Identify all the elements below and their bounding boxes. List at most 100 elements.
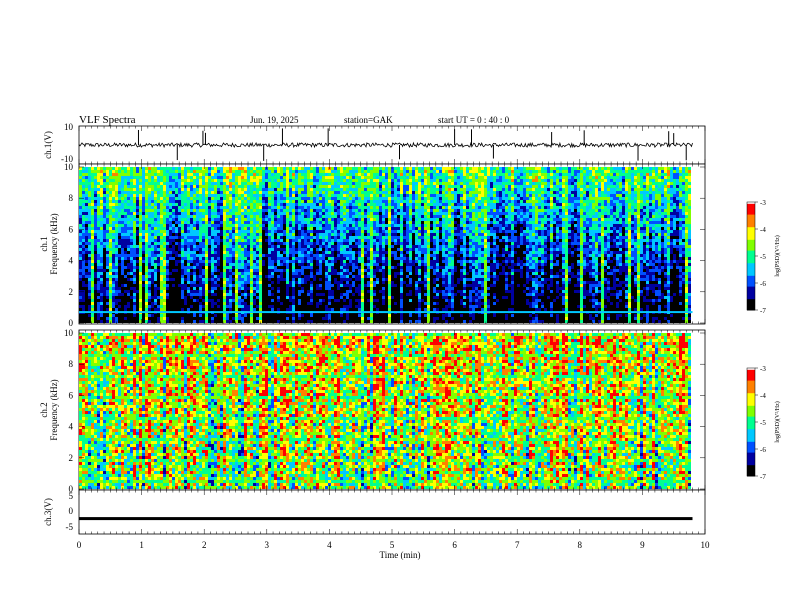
spectrogram-cell [364, 215, 367, 218]
spectrogram-cell [292, 206, 295, 209]
spectrogram-cell [412, 209, 415, 212]
spectrogram-cell [355, 170, 358, 173]
spectrogram-cell [613, 179, 616, 182]
spectrogram-cell [322, 179, 325, 182]
spectrogram-cell [193, 167, 196, 170]
spectrogram-cell [343, 212, 346, 215]
spectrogram-cell [586, 224, 589, 227]
spectrogram-cell [421, 230, 424, 233]
spectrogram-cell [511, 209, 514, 212]
spectrogram-cell [457, 206, 460, 209]
spectrogram-cell [457, 233, 460, 236]
spectrogram-cell [367, 212, 370, 215]
spectrogram-cell [580, 203, 583, 206]
spectrogram-cell [436, 188, 439, 191]
spectrogram-cell [535, 170, 538, 173]
spectrogram-cell [544, 215, 547, 218]
spectrogram-cell [436, 209, 439, 212]
spectrogram-cell [262, 203, 265, 206]
spectrogram-cell [394, 176, 397, 179]
spectrogram-cell [187, 203, 190, 206]
spectrogram-cell [388, 215, 391, 218]
spectrogram-cell [304, 200, 307, 203]
spectrogram-cell [679, 185, 682, 188]
spectrogram-cell [355, 230, 358, 233]
spectrogram-cell [199, 203, 202, 206]
spectrogram-cell [100, 233, 103, 236]
spectrogram-cell [223, 224, 226, 227]
spectrogram-cell [226, 188, 229, 191]
spectrogram-cell [370, 221, 373, 224]
spectrogram-cell [145, 224, 148, 227]
spectrogram-cell [265, 221, 268, 224]
spectrogram-cell [541, 188, 544, 191]
spectrogram-cell [151, 212, 154, 215]
spectrogram-cell [295, 218, 298, 221]
spectrogram-cell [187, 236, 190, 239]
spectrogram-cell [313, 167, 316, 170]
spectrogram-cell [295, 221, 298, 224]
spectrogram-cell [91, 179, 94, 182]
spectrogram-cell [580, 179, 583, 182]
spectrogram-cell [160, 173, 163, 176]
spectrogram-cell [556, 185, 559, 188]
spectrogram-cell [442, 185, 445, 188]
spectrogram-cell [391, 227, 394, 230]
spectrogram-cell [205, 179, 208, 182]
spectrogram-cell [106, 185, 109, 188]
spectrogram-cell [325, 185, 328, 188]
spectrogram-cell [175, 197, 178, 200]
spectrogram-cell [139, 170, 142, 173]
spectrogram-cell [304, 209, 307, 212]
spectrogram-cell [466, 224, 469, 227]
spectrogram-cell [400, 209, 403, 212]
spectrogram-cell [373, 188, 376, 191]
spectrogram-cell [430, 197, 433, 200]
spectrogram-cell [538, 197, 541, 200]
spectrogram-cell [475, 230, 478, 233]
spectrogram-cell [439, 197, 442, 200]
spectrogram-cell [475, 188, 478, 191]
spectrogram-cell [199, 236, 202, 239]
spectrogram-cell [523, 179, 526, 182]
spectrogram-cell [559, 185, 562, 188]
spectrogram-cell [481, 167, 484, 170]
spectrogram-cell [241, 179, 244, 182]
spectrogram-cell [310, 227, 313, 230]
spectrogram-cell [85, 188, 88, 191]
spectrogram-cell [637, 218, 640, 221]
spectrogram-cell [91, 218, 94, 221]
spectrogram-cell [466, 230, 469, 233]
spectrogram-cell [376, 185, 379, 188]
spectrogram-cell [535, 200, 538, 203]
spectrogram-cell [289, 206, 292, 209]
spectrogram-cell [277, 206, 280, 209]
spectrogram-cell [124, 188, 127, 191]
spectrogram-cell [580, 200, 583, 203]
spectrogram-cell [301, 185, 304, 188]
spectrogram-cell [253, 203, 256, 206]
spectrogram-cell [256, 170, 259, 173]
spectrogram-cell [139, 236, 142, 239]
spectrogram-cell [160, 203, 163, 206]
spectrogram-cell [280, 173, 283, 176]
spectrogram-cell [385, 170, 388, 173]
spectrogram-cell [94, 176, 97, 179]
spectrogram-cell [121, 227, 124, 230]
spectrogram-cell [340, 215, 343, 218]
spectrogram-cell [271, 170, 274, 173]
spectrogram-cell [280, 224, 283, 227]
spectrogram-cell [229, 236, 232, 239]
spectrogram-cell [88, 233, 91, 236]
spectrogram-cell [307, 227, 310, 230]
spectrogram-cell [103, 206, 106, 209]
spectrogram-cell [514, 230, 517, 233]
spectrogram-cell [220, 185, 223, 188]
spectrogram-cell [604, 215, 607, 218]
spectrogram-cell [97, 206, 100, 209]
spectrogram-cell [421, 218, 424, 221]
spectrogram-cell [649, 218, 652, 221]
spectrogram-cell [196, 188, 199, 191]
spectrogram-cell [94, 170, 97, 173]
spectrogram-cell [211, 170, 214, 173]
